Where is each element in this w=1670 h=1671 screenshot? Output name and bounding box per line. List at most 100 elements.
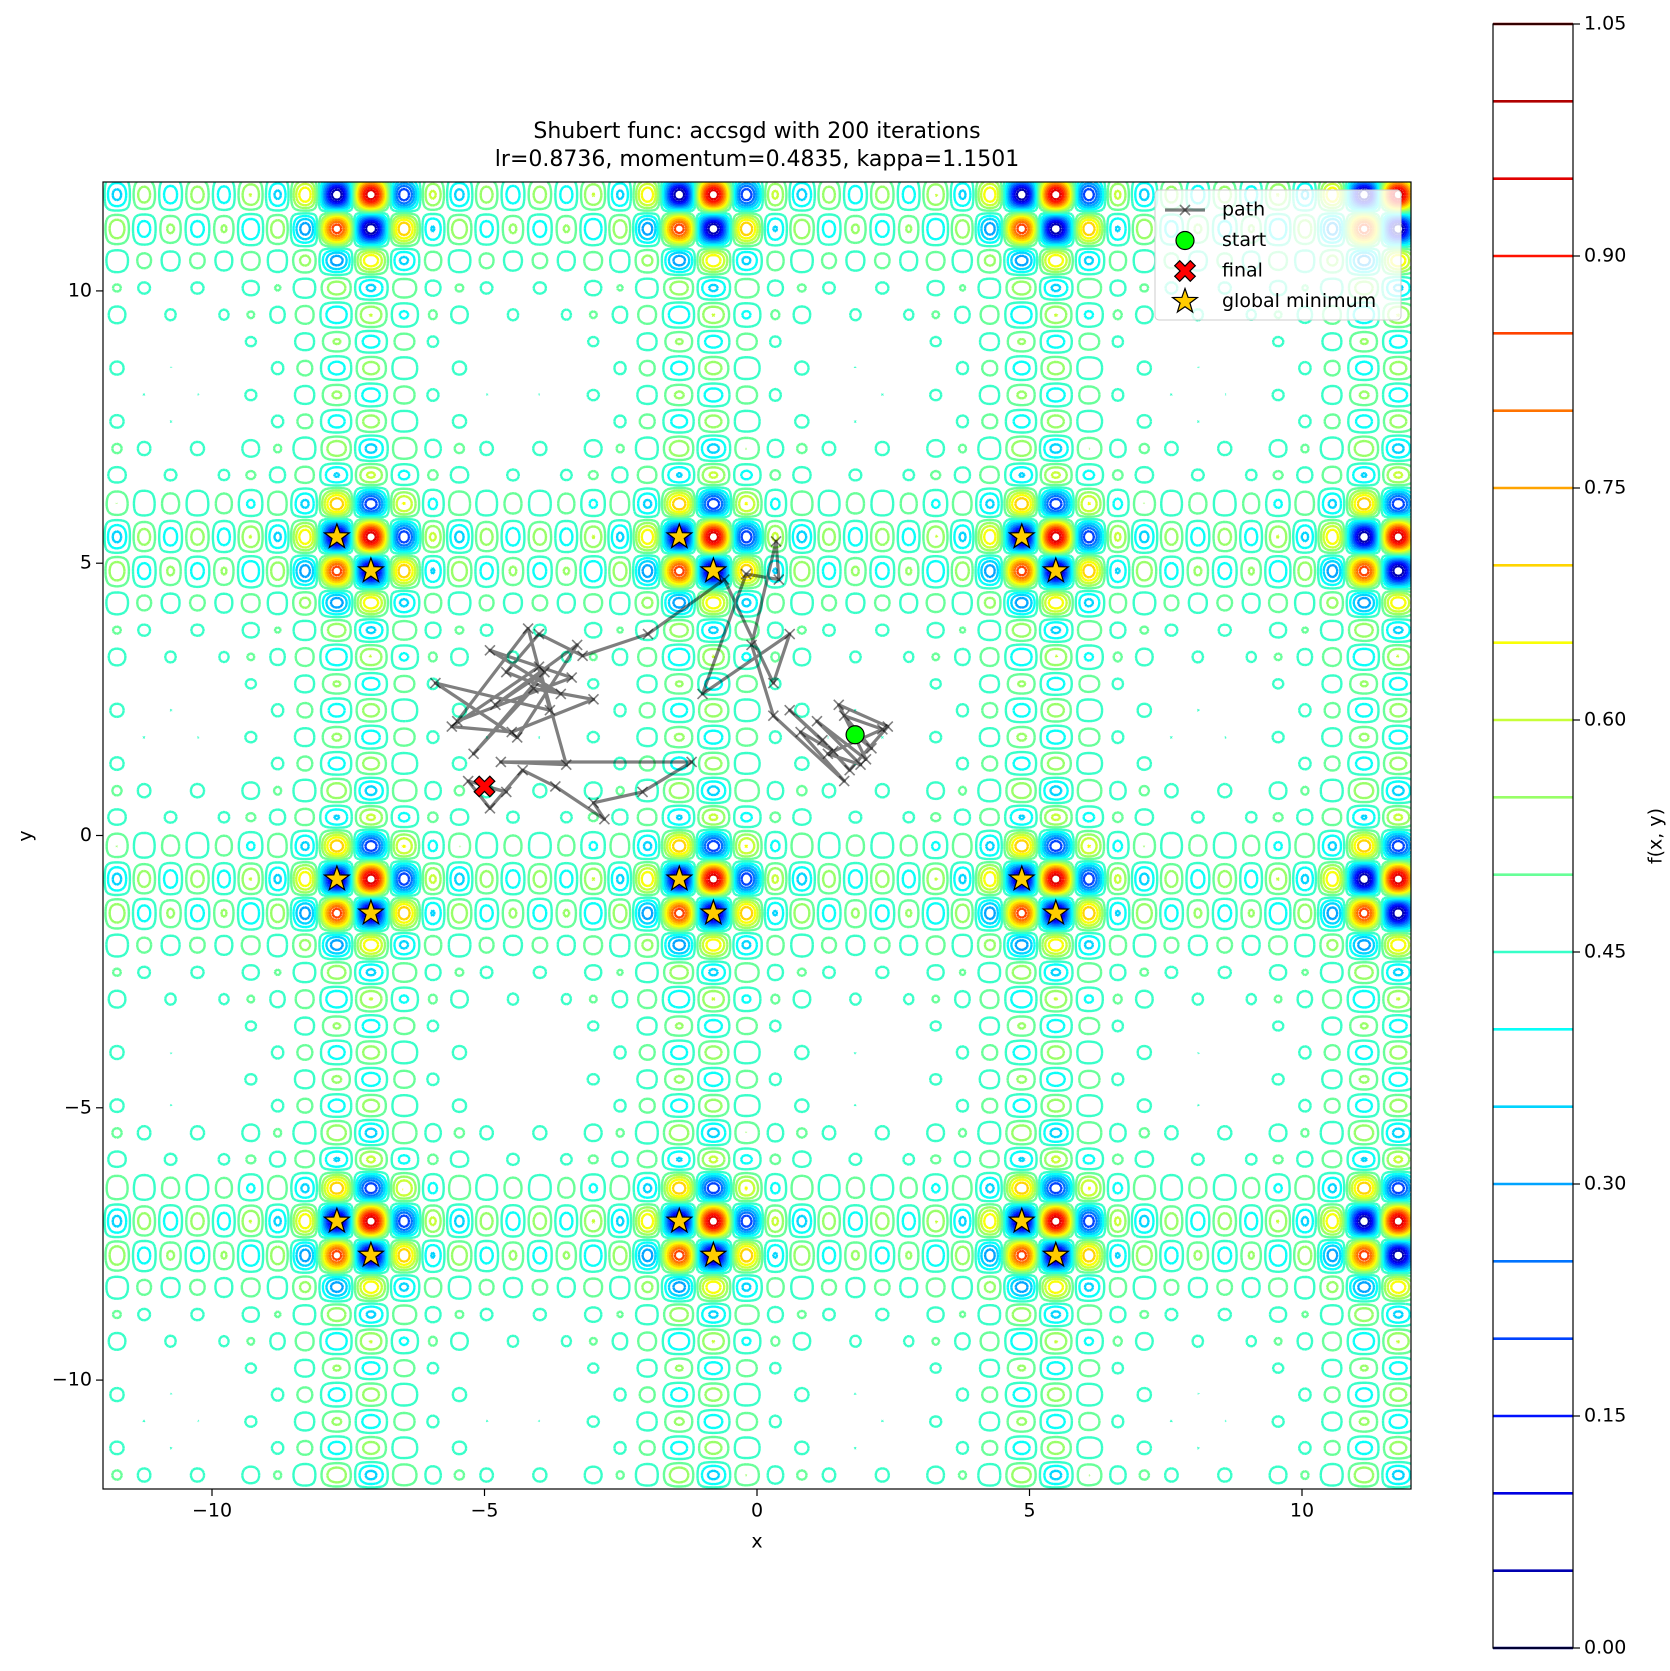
colorbar-tick-label: 0.60 [1584,709,1626,731]
colorbar-label: f(x, y) [1645,808,1667,864]
minimum-marker [322,864,352,892]
contour-line [103,182,1411,1489]
minimum-marker [1041,898,1070,926]
path-marker [767,677,779,689]
path-marker [484,802,496,814]
contour-line [106,182,1411,1486]
path-marker [533,628,545,640]
y-tick-label: −5 [64,1096,92,1118]
y-axis-label: y [15,830,37,841]
y-tick-label: 10 [68,279,92,301]
legend-label: final [1222,260,1263,282]
contour-line [108,182,1411,1484]
y-tick-label: 5 [80,552,92,574]
contour-line [104,182,1411,1488]
minimum-marker [699,556,728,584]
contour-line [299,182,1411,1294]
colorbar-tick-label: 0.30 [1584,1173,1626,1195]
legend-label: global minimum [1222,290,1376,312]
colorbar-tick-label: 1.05 [1584,13,1626,35]
path-marker [577,650,589,662]
x-tick-label: 0 [751,1500,763,1522]
minimum-marker [356,556,386,584]
minimum-marker [356,1240,386,1268]
path-marker [838,775,850,787]
path-marker [844,764,856,776]
colorbar-frame [1492,23,1574,1649]
minimum-marker [1007,864,1036,892]
legend-label: path [1222,199,1265,221]
minimum-marker [1007,1206,1036,1234]
path-marker [533,661,545,673]
plot-frame [102,181,1412,1490]
colorbar-tick-label: 0.90 [1584,245,1626,267]
path-marker [495,756,507,768]
legend-marker [1175,230,1195,251]
path-marker [882,721,894,733]
start-marker [845,725,865,745]
path-marker [816,734,828,746]
series-layer [322,522,1070,1268]
minimum-marker [665,1206,694,1234]
path-marker [773,573,785,586]
minimum-marker [322,522,352,549]
contour-lines [103,182,1411,1489]
y-tick-label: −10 [52,1369,92,1391]
x-tick-label: 10 [1290,1500,1314,1522]
path-marker [598,813,610,825]
contour-line [323,182,1411,1269]
contour-line [248,182,1411,1344]
path-marker [833,699,845,711]
path-marker [500,666,512,678]
final-marker [473,775,496,798]
path-marker [686,756,698,768]
path-marker [718,573,730,586]
path-marker [555,688,567,700]
path-marker [784,704,796,716]
path-marker [822,748,834,760]
path-marker [827,745,839,757]
minimum-marker [665,522,694,549]
x-tick-label: 5 [1023,1500,1035,1522]
chart-title: Shubert func: accsgd with 200 iterations [533,119,980,144]
path-marker [642,628,654,640]
x-tick-label: −5 [470,1500,498,1522]
contour-line [362,186,1407,1230]
path-marker [468,748,480,760]
minimum-marker [699,1240,728,1268]
path-marker [429,677,442,689]
path-marker [544,704,556,716]
path-marker [838,710,850,722]
path-marker [860,753,872,765]
legend-marker [1170,286,1200,314]
legend-label: start [1222,229,1266,251]
legend-marker [1173,259,1197,283]
path-marker [489,699,501,711]
path-marker [740,568,752,580]
minimum-marker [356,898,386,926]
path-marker [462,775,474,787]
path-marker [500,786,512,798]
path-marker [571,639,583,651]
path-marker [865,742,878,754]
contour-line [298,182,1411,1295]
path-marker [527,682,540,695]
path-marker [446,721,458,733]
path-marker [784,628,796,640]
minimum-marker [1007,522,1036,549]
path-marker [745,639,758,651]
x-axis-label: x [751,1531,762,1553]
x-tick-label: −10 [192,1500,232,1522]
path-marker [484,644,496,656]
colorbar-tick-label: 0.75 [1584,477,1626,499]
path-marker [506,726,518,738]
legend-marker [1179,204,1191,216]
legend-box [1154,189,1402,321]
minimum-marker [699,898,728,926]
colorbar-tick-label: 0.15 [1584,1405,1626,1427]
colorbar-tick-label: 0.00 [1584,1637,1626,1659]
path-marker [517,764,529,776]
path-marker [587,693,600,705]
path-marker [566,672,578,684]
